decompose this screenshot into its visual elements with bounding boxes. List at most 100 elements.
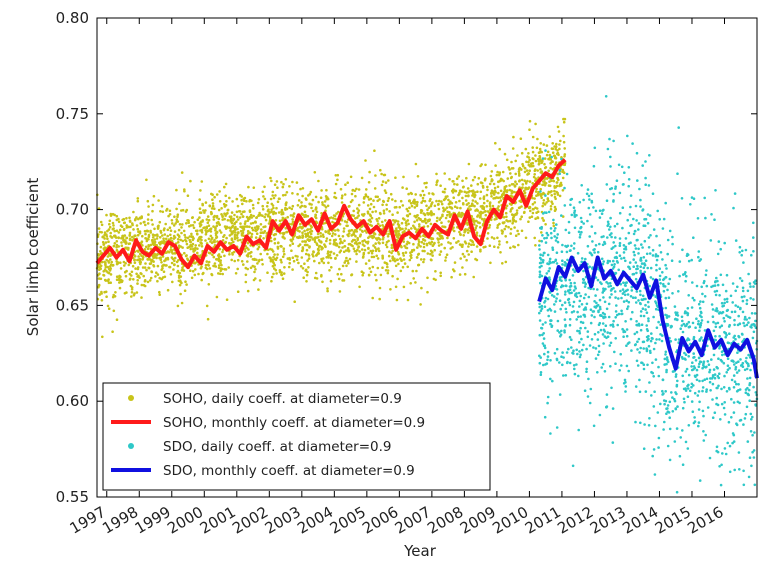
scatter-point [325, 196, 329, 199]
scatter-point [697, 390, 701, 393]
scatter-point [290, 239, 293, 243]
scatter-point [602, 208, 605, 212]
scatter-point [538, 261, 542, 265]
legend-label: SDO, daily coeff. at diameter=0.9 [163, 439, 392, 455]
scatter-point [587, 286, 590, 290]
scatter-point [159, 256, 162, 260]
scatter-point [459, 232, 462, 236]
scatter-point [752, 285, 755, 288]
scatter-point [240, 260, 244, 263]
scatter-point [706, 320, 710, 324]
scatter-point [252, 186, 256, 189]
scatter-point [562, 374, 565, 377]
scatter-point [173, 236, 177, 239]
scatter-point [593, 332, 597, 336]
scatter-point [516, 154, 519, 157]
scatter-point [196, 229, 199, 232]
scatter-point [587, 206, 591, 210]
scatter-point [686, 313, 689, 317]
scatter-point [333, 191, 337, 195]
scatter-point [175, 207, 178, 211]
scatter-point [640, 243, 643, 246]
scatter-point [620, 312, 624, 316]
scatter-point [692, 356, 695, 359]
scatter-point [508, 168, 511, 171]
scatter-point [486, 185, 489, 189]
scatter-point [183, 251, 186, 255]
scatter-point [104, 279, 108, 282]
scatter-point [131, 239, 134, 242]
scatter-point [611, 441, 615, 444]
scatter-point [106, 265, 110, 269]
scatter-point [593, 305, 596, 309]
scatter-point [743, 324, 746, 328]
scatter-point [130, 270, 134, 274]
scatter-point [523, 194, 527, 198]
scatter-point [176, 264, 180, 268]
scatter-point [642, 347, 645, 350]
scatter-point [711, 398, 714, 401]
scatter-point [284, 178, 288, 181]
scatter-point [538, 147, 542, 151]
scatter-point [413, 214, 417, 218]
scatter-point [355, 260, 358, 263]
scatter-point [312, 254, 315, 258]
scatter-point [401, 265, 405, 269]
scatter-point [654, 300, 657, 303]
scatter-point [579, 353, 582, 357]
scatter-point [657, 320, 660, 324]
scatter-point [749, 412, 753, 416]
scatter-point [341, 235, 345, 238]
scatter-point [455, 241, 458, 244]
scatter-point [753, 312, 757, 315]
scatter-point [546, 192, 550, 196]
scatter-point [442, 206, 445, 210]
scatter-point [371, 249, 375, 253]
scatter-point [588, 401, 592, 405]
scatter-point [250, 250, 253, 254]
scatter-point [549, 359, 552, 362]
scatter-point [117, 236, 120, 239]
scatter-point [316, 232, 320, 236]
scatter-point [253, 226, 257, 229]
scatter-point [328, 238, 332, 242]
scatter-point [252, 207, 255, 210]
scatter-point [722, 386, 726, 389]
scatter-point [555, 190, 558, 194]
scatter-point [320, 257, 323, 261]
scatter-point [191, 216, 194, 219]
scatter-point [575, 363, 578, 366]
scatter-point [684, 389, 688, 392]
scatter-point [567, 347, 570, 351]
scatter-point [642, 266, 646, 270]
scatter-point [471, 199, 475, 202]
scatter-point [499, 251, 502, 254]
scatter-point [429, 252, 432, 256]
scatter-point [673, 318, 677, 321]
scatter-point [664, 390, 667, 393]
scatter-point [658, 267, 661, 271]
scatter-point [694, 326, 697, 330]
scatter-point [548, 307, 552, 311]
scatter-point [587, 295, 591, 299]
scatter-point [356, 248, 359, 252]
scatter-point [651, 254, 655, 257]
scatter-point [720, 301, 724, 305]
scatter-point [604, 287, 607, 291]
scatter-point [554, 197, 557, 201]
scatter-point [564, 307, 568, 311]
scatter-point [441, 213, 444, 217]
scatter-point [627, 166, 631, 169]
scatter-point [467, 202, 470, 205]
scatter-point [612, 241, 615, 244]
scatter-point [173, 256, 177, 260]
scatter-point [395, 233, 398, 236]
scatter-point [257, 288, 260, 291]
y-tick-label: 0.55 [56, 488, 89, 506]
scatter-point [618, 237, 622, 240]
scatter-point [397, 230, 400, 233]
scatter-point [337, 245, 341, 249]
scatter-point [654, 341, 657, 345]
scatter-point [541, 234, 544, 237]
scatter-point [336, 228, 340, 232]
